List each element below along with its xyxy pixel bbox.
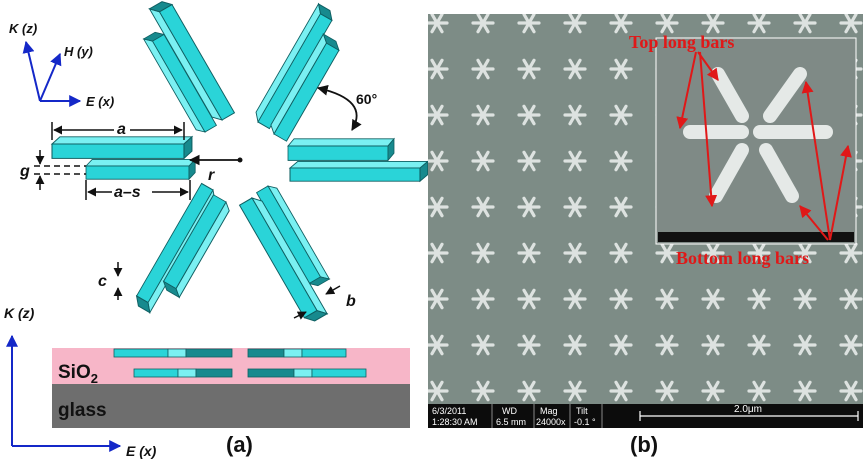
panel-b-caption: (b) [630, 432, 658, 457]
inset-info-bar [658, 232, 854, 242]
dim-a-label: a [117, 121, 126, 138]
sem-wd-label: WD [502, 406, 517, 416]
dim-a-s [85, 180, 191, 200]
bar-pair-upper-right [251, 3, 343, 142]
dim-b [293, 285, 341, 320]
panel-b: Top long bars Bottom long bars 6/3/2011 … [428, 14, 863, 457]
dim-b-label: b [346, 293, 356, 310]
annotation-arrows [676, 51, 852, 241]
panel-a-caption: (a) [226, 432, 253, 457]
dim-c-label: c [98, 273, 107, 290]
scale-bar [639, 411, 859, 421]
dim-r-label: r [208, 167, 215, 184]
axis-k-label: K (z) [9, 21, 37, 36]
cross-section: SiO2 glass [52, 348, 410, 428]
sem-mag-value: 24000x [536, 417, 566, 427]
glass-substrate [52, 384, 410, 428]
section-bars-top [113, 348, 347, 358]
angle-label: 60° [356, 91, 377, 107]
bar-pair-upper-left [143, 0, 235, 136]
panel-a: K (z) H (y) E (x) [4, 0, 429, 459]
section-bars-bottom [133, 368, 367, 378]
sem-date: 6/3/2011 [432, 406, 466, 416]
scale-bar-label: 2.0μm [734, 404, 762, 415]
sem-wd-value: 6.5 mm [496, 417, 526, 427]
dim-a [51, 122, 185, 140]
bar-pair-right [287, 138, 429, 182]
axis-h-label: H (y) [64, 44, 93, 59]
axis-triad [22, 40, 82, 107]
angle-arc [316, 84, 362, 131]
sem-tilt-value: -0.1 ° [574, 417, 596, 427]
sem-mag-label: Mag [540, 406, 558, 416]
bar-pair-left [51, 136, 196, 180]
bar-pair-lower-left [132, 182, 233, 314]
bottom-long-bars-label: Bottom long bars [676, 248, 809, 268]
inset-star [683, 67, 833, 203]
sem-time: 1:28:30 AM [432, 417, 478, 427]
axis-e-label: E (x) [86, 94, 114, 109]
sio2-label: SiO2 [58, 362, 98, 386]
section-axis-e-label: E (x) [126, 443, 157, 459]
bar-pair-lower-right [239, 182, 330, 326]
glass-label: glass [58, 400, 107, 421]
top-long-bars-label: Top long bars [629, 32, 734, 52]
dim-a-s-label: a–s [114, 184, 141, 201]
dim-g [34, 150, 86, 190]
sem-inset [655, 37, 857, 245]
section-axes [5, 334, 122, 452]
sem-info-bar: 6/3/2011 1:28:30 AM WD 6.5 mm Mag 24000x… [428, 404, 863, 428]
section-axis-k-label: K (z) [4, 305, 35, 321]
dim-g-label: g [19, 163, 30, 180]
sem-tilt-label: Tilt [576, 406, 588, 416]
